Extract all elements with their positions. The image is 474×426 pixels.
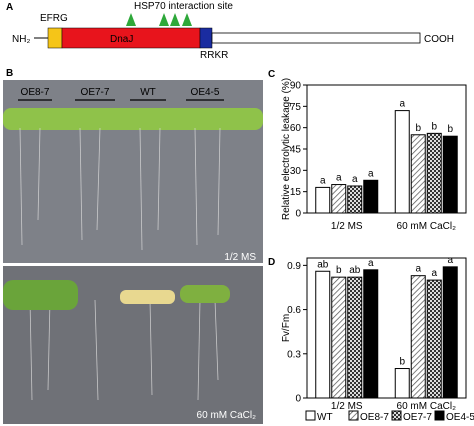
c-region <box>211 32 421 44</box>
significance-label: a <box>336 173 342 184</box>
y-tick-label: 0 <box>295 394 301 405</box>
bar <box>315 270 331 399</box>
plot-frame <box>306 257 467 399</box>
panel-letter: A <box>6 2 13 13</box>
condition-label: 60 mM CaCl₂ <box>197 410 257 421</box>
bar <box>331 276 347 399</box>
significance-label: a <box>368 258 374 269</box>
bar <box>347 185 363 214</box>
rrkr-label: RRKR <box>200 50 228 61</box>
legend-label: OE8-7 <box>360 412 389 423</box>
line-label: OE8-7 <box>21 87 50 98</box>
significance-label: b <box>399 357 405 368</box>
hsp70-label: HSP70 interaction site <box>134 1 233 12</box>
significance-label: b <box>431 121 437 132</box>
efrg-label: EFRG <box>40 13 68 24</box>
x-tick-label: 60 mM CaCl₂ <box>397 221 457 232</box>
photo-top <box>3 80 263 263</box>
line-label: OE4-5 <box>191 87 220 98</box>
significance-label: a <box>447 255 453 266</box>
line-label: WT <box>140 87 156 98</box>
significance-label: b <box>336 265 342 276</box>
legend-label: OE7-7 <box>403 412 432 423</box>
legend-swatch <box>391 410 402 421</box>
bar <box>426 279 442 399</box>
y-tick-label: 0.3 <box>287 349 301 360</box>
x-tick-label: 60 mM CaCl₂ <box>397 401 457 412</box>
bar <box>394 368 410 399</box>
bar <box>442 266 458 399</box>
bar <box>394 110 410 214</box>
bar <box>426 132 442 214</box>
y-tick-label: 90 <box>290 81 302 92</box>
rrkr-domain <box>199 27 213 49</box>
legend-swatch <box>348 410 359 421</box>
bar <box>442 135 458 214</box>
y-tick-label: 0.9 <box>287 261 301 272</box>
significance-label: a <box>352 174 358 185</box>
bar <box>410 134 426 214</box>
y-tick-label: 60 <box>290 123 302 134</box>
bar <box>410 275 426 399</box>
condition-label: 1/2 MS <box>224 252 256 263</box>
c-terminus: COOH <box>424 34 454 45</box>
x-tick-label: 1/2 MS <box>331 221 363 232</box>
legend-label: OE4-5 <box>446 412 474 423</box>
y-tick-label: 30 <box>290 166 302 177</box>
panel-letter: D <box>268 257 275 268</box>
hsp70-sites <box>126 13 192 26</box>
line-label: OE7-7 <box>81 87 110 98</box>
significance-label: b <box>415 123 421 134</box>
bar <box>331 184 347 214</box>
n-terminus: NH₂ <box>12 34 30 45</box>
bar <box>347 276 363 399</box>
y-tick-label: 0 <box>295 209 301 220</box>
y-tick-label: 15 <box>290 187 302 198</box>
y-axis-label: Relative electrolytic leakage (%) <box>281 78 292 220</box>
legend-swatch <box>305 410 316 421</box>
plot-frame <box>306 84 467 214</box>
significance-label: ab <box>349 265 361 276</box>
significance-label: a <box>399 99 405 110</box>
legend-label: WT <box>317 412 333 423</box>
bar <box>315 186 331 214</box>
y-tick-label: 45 <box>290 145 302 156</box>
legend-swatch <box>434 410 445 421</box>
significance-label: a <box>415 264 421 275</box>
y-tick-label: 75 <box>290 102 302 113</box>
efrg-domain <box>47 27 63 49</box>
panel-letter: B <box>6 68 13 79</box>
x-tick-label: 1/2 MS <box>331 401 363 412</box>
panel-letter: C <box>268 69 275 80</box>
significance-label: a <box>320 175 326 186</box>
seedlings <box>3 108 263 401</box>
bar <box>363 269 379 399</box>
bar <box>363 179 379 214</box>
significance-label: a <box>368 168 374 179</box>
dnaj-label: DnaJ <box>110 34 133 45</box>
significance-label: ab <box>317 259 329 270</box>
y-tick-label: 0.6 <box>287 305 301 316</box>
significance-label: b <box>447 124 453 135</box>
significance-label: a <box>431 268 437 279</box>
y-axis-label: Fv/Fm <box>281 314 292 342</box>
